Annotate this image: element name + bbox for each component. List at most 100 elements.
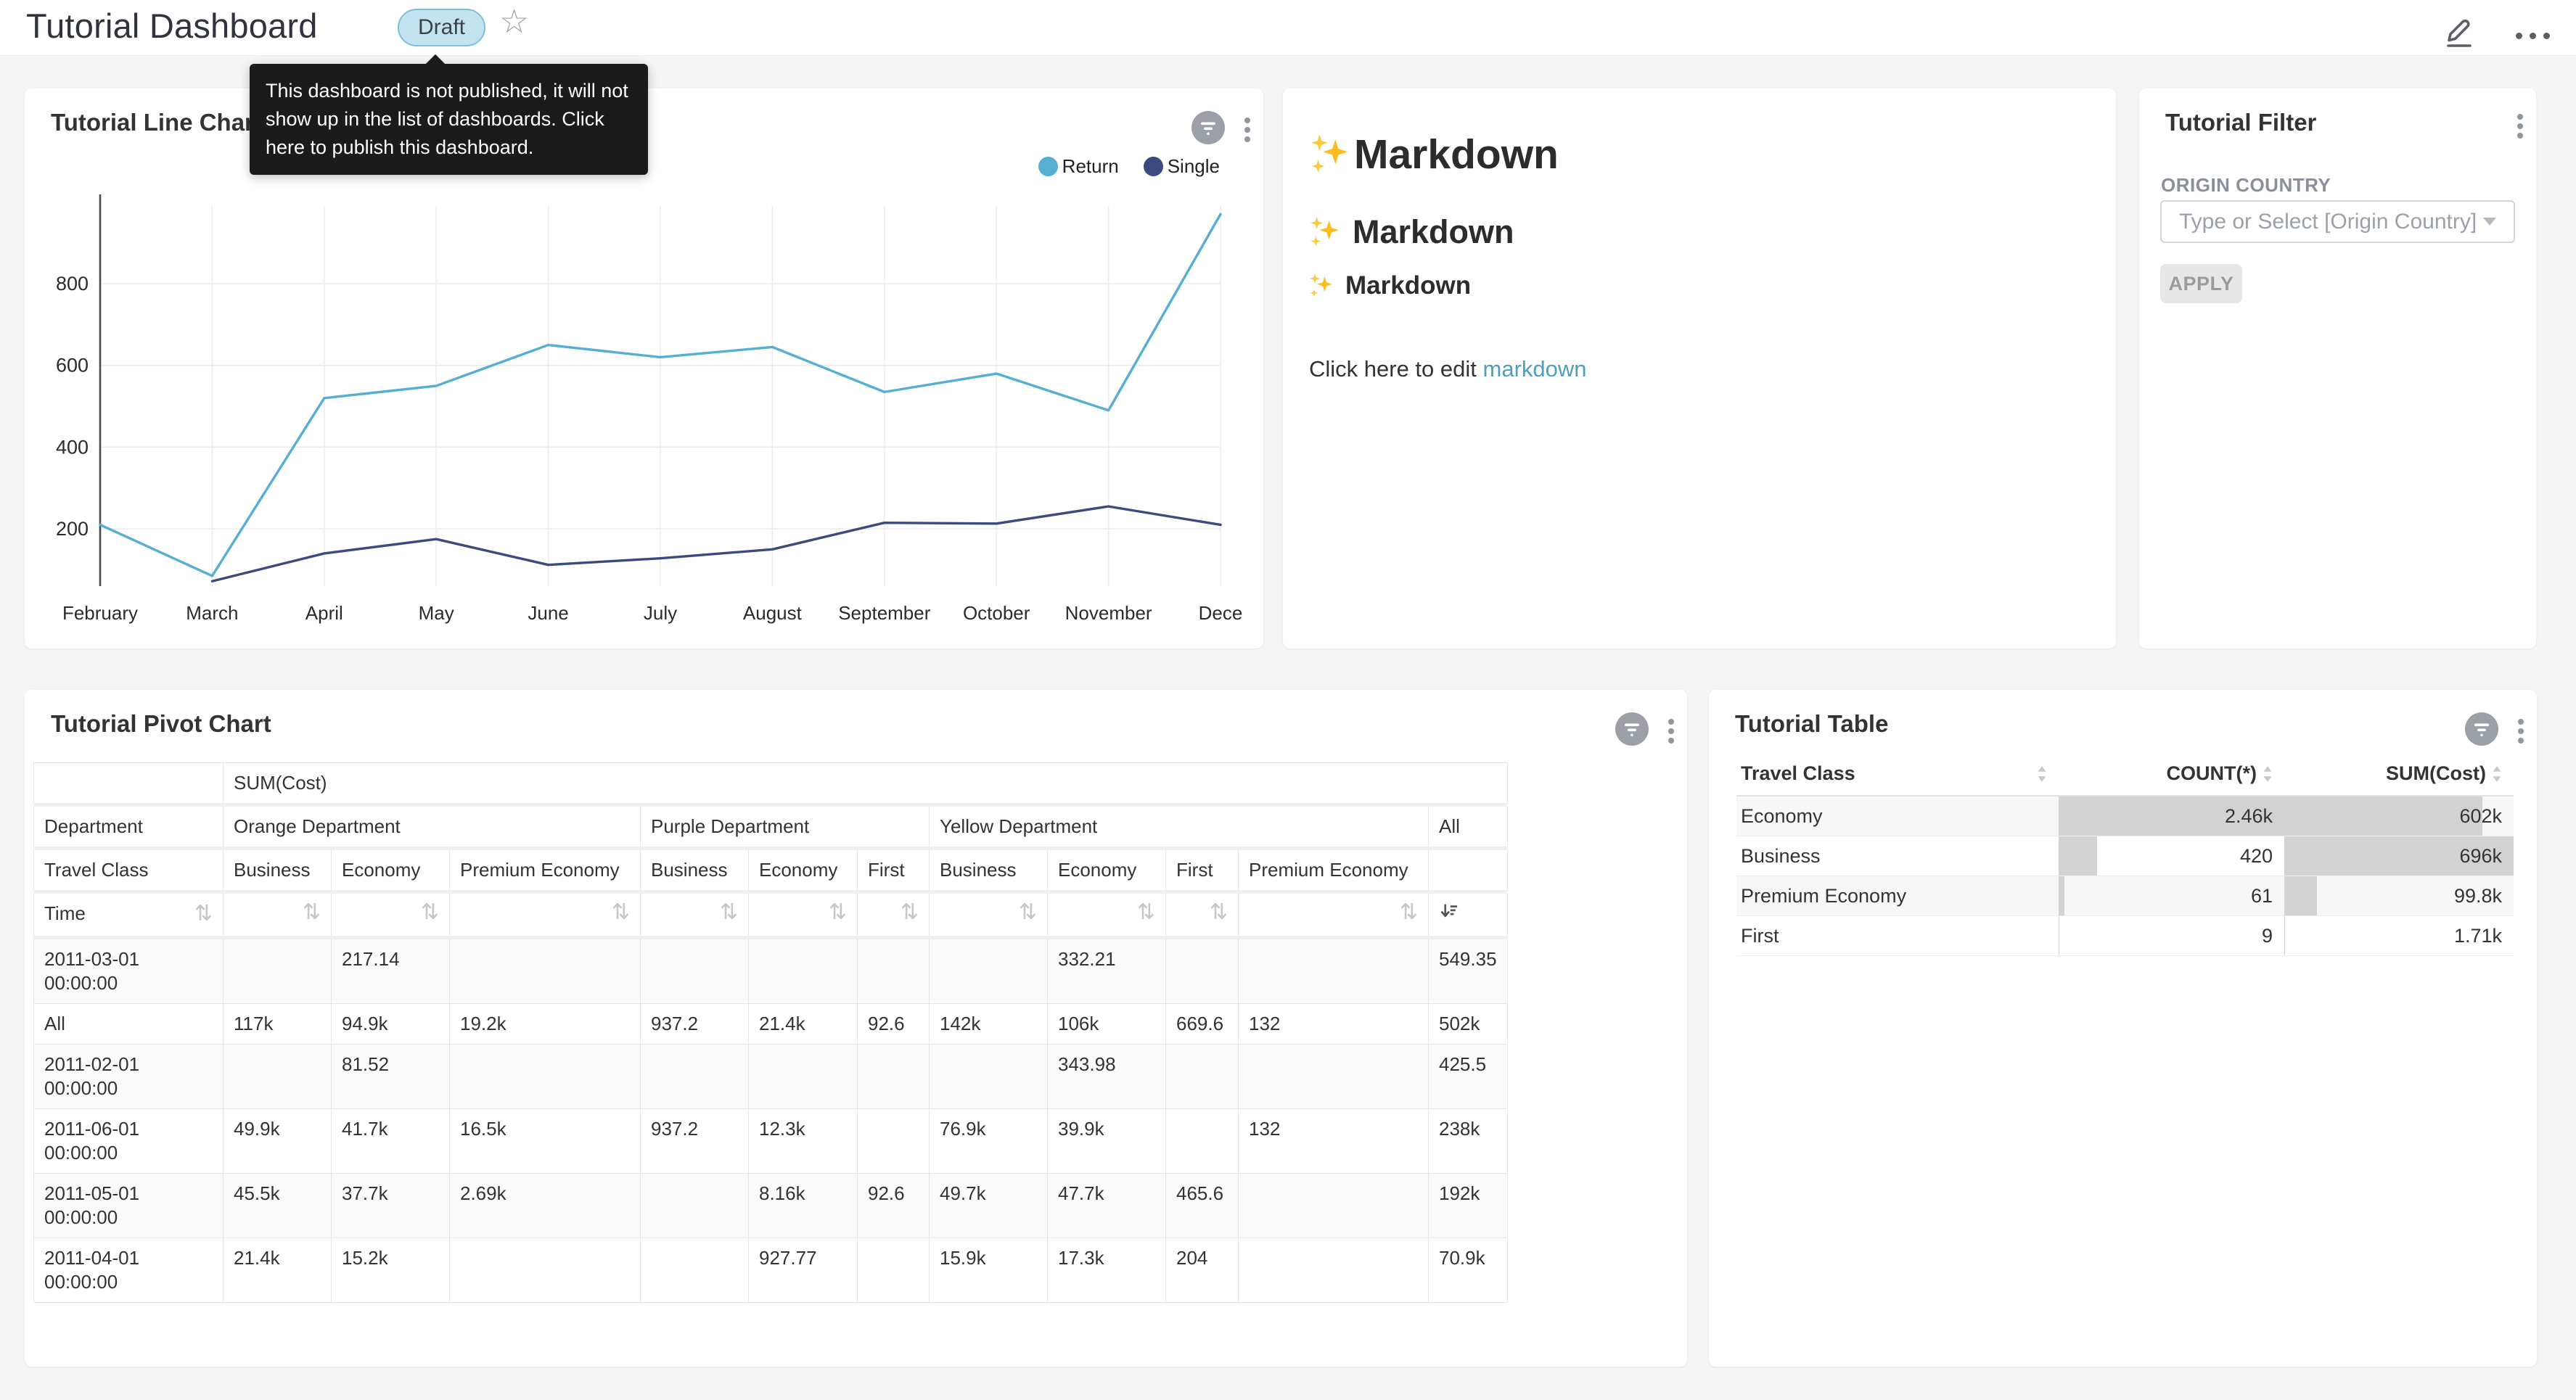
table-row: First 9 1.71k xyxy=(1736,915,2514,956)
tooltip-text: This dashboard is not published, it will… xyxy=(266,80,628,158)
apply-button[interactable]: APPLY xyxy=(2160,264,2242,303)
pivot-sort-header[interactable]: ⇅ xyxy=(929,892,1048,939)
pivot-cell: 217.14 xyxy=(331,937,450,1004)
pivot-sort-header[interactable]: ⇅ xyxy=(748,892,858,939)
legend-item-single[interactable]: Single xyxy=(1143,155,1220,178)
sort-icon[interactable]: ⇅ xyxy=(1136,900,1155,924)
pivot-cell xyxy=(640,1238,749,1303)
pivot-sort-header[interactable]: ⇅ xyxy=(449,892,641,939)
pivot-dim-label: Department xyxy=(33,804,223,850)
cell-value: Business xyxy=(1741,845,1821,867)
pivot-sort-header[interactable]: ⇅ xyxy=(223,892,332,939)
column-header-count[interactable]: COUNT(*) xyxy=(2059,752,2284,796)
pivot-cell xyxy=(857,1238,930,1303)
sort-icon[interactable]: ⇅ xyxy=(194,901,213,926)
filter-indicator-icon[interactable] xyxy=(1191,110,1226,149)
value-bar xyxy=(2059,796,2284,836)
kebab-menu-icon[interactable] xyxy=(2518,715,2524,747)
markdown-edit-link[interactable]: markdown xyxy=(1482,356,1587,382)
x-axis-label: July xyxy=(644,602,677,624)
sort-icon[interactable] xyxy=(2037,765,2047,783)
cell-sum: 99.8k xyxy=(2284,876,2514,916)
pivot-cell: 37.7k xyxy=(331,1173,450,1238)
sort-icon[interactable]: ⇅ xyxy=(1399,900,1418,924)
sort-icon[interactable] xyxy=(2263,765,2273,783)
filter-field-label: ORIGIN COUNTRY xyxy=(2161,174,2331,196)
kebab-menu-icon[interactable] xyxy=(1668,715,1674,747)
pivot-class-header: Economy xyxy=(1047,848,1166,894)
cell-travel-class: Business xyxy=(1736,836,2059,876)
sort-icon[interactable]: ⇅ xyxy=(1209,900,1228,924)
pivot-cell: 81.52 xyxy=(331,1044,450,1109)
sort-icon[interactable] xyxy=(2492,765,2502,783)
kebab-menu-icon[interactable] xyxy=(2517,110,2523,142)
cell-value: Economy xyxy=(1741,805,1823,827)
pivot-sort-header[interactable]: ⇅ xyxy=(857,892,930,939)
cell-value: 61 xyxy=(2250,885,2273,907)
value-bar xyxy=(2284,796,2483,836)
pivot-cell xyxy=(1238,937,1429,1004)
more-options-icon[interactable] xyxy=(2516,33,2550,39)
pivot-row: All 117k 94.9k 19.2k 937.2 21.4k 92.6 142k 106k 6… xyxy=(33,1003,1509,1045)
pivot-cell xyxy=(929,937,1048,1004)
sort-icon[interactable]: ⇅ xyxy=(611,900,630,924)
pivot-cell: 927.77 xyxy=(748,1238,858,1303)
y-axis-label: 400 xyxy=(56,436,89,458)
value-bar xyxy=(2059,836,2097,876)
pivot-cell: 12.3k xyxy=(748,1108,858,1174)
x-axis-label: February xyxy=(62,602,138,624)
markdown-heading-3-text: Markdown xyxy=(1345,271,1472,300)
pivot-class-header: Premium Economy xyxy=(1238,848,1429,894)
pivot-cell xyxy=(1238,1173,1429,1238)
pivot-class-header: Economy xyxy=(331,848,450,894)
pivot-cell: 17.3k xyxy=(1047,1238,1166,1303)
sort-icon[interactable]: ⇅ xyxy=(900,900,919,924)
pivot-sort-header[interactable]: ⇅ xyxy=(1238,892,1429,939)
markdown-heading-1: Markdown xyxy=(1308,131,1559,178)
sort-icon[interactable]: ⇅ xyxy=(302,900,321,924)
origin-country-select[interactable]: Type or Select [Origin Country] xyxy=(2160,200,2515,243)
sort-icon[interactable]: ⇅ xyxy=(420,900,439,924)
sort-icon[interactable]: ⇅ xyxy=(828,900,847,924)
pivot-time-header[interactable]: Time ⇅ xyxy=(33,892,223,939)
cell-value: 1.71k xyxy=(2453,925,2502,947)
cell-count: 2.46k xyxy=(2059,796,2284,836)
pivot-row: 2011-05-01 00:00:00 45.5k 37.7k 2.69k 8.16k 9… xyxy=(33,1173,1509,1238)
status-badge[interactable]: Draft xyxy=(398,9,486,46)
filter-indicator-icon[interactable] xyxy=(1615,712,1649,750)
sort-icon[interactable]: ⇅ xyxy=(1018,900,1037,924)
x-axis-label: November xyxy=(1065,602,1152,624)
pivot-sort-header[interactable]: ⇅ xyxy=(1047,892,1166,939)
panel-title: Tutorial Table xyxy=(1735,710,1889,737)
legend-item-return[interactable]: Return xyxy=(1038,155,1119,178)
column-header-sum[interactable]: SUM(Cost) xyxy=(2284,752,2514,796)
pivot-cell xyxy=(223,937,332,1004)
pivot-sort-header[interactable] xyxy=(1427,892,1509,939)
pivot-cell: 19.2k xyxy=(449,1003,641,1045)
sort-icon[interactable]: ⇅ xyxy=(719,900,738,924)
x-axis-label: August xyxy=(743,602,803,624)
sort-descending-icon[interactable] xyxy=(1439,902,1459,922)
y-axis-label: 600 xyxy=(56,355,89,376)
favorite-star-icon[interactable]: ☆ xyxy=(499,2,530,40)
cell-sum: 696k xyxy=(2284,836,2514,876)
pivot-cell: 106k xyxy=(1047,1003,1166,1045)
markdown-body-text: Click here to edit xyxy=(1309,356,1483,382)
column-header-travel-class[interactable]: Travel Class xyxy=(1736,752,2059,796)
line-chart[interactable]: February March April May June July August Septe… xyxy=(25,170,1263,648)
pivot-group-header: Purple Department xyxy=(640,804,930,850)
panel-tutorial-filter: Tutorial Filter ORIGIN COUNTRY Type or S… xyxy=(2139,88,2536,648)
pivot-metric-header: SUM(Cost) xyxy=(222,762,1509,807)
pivot-cell: 937.2 xyxy=(640,1003,749,1045)
kebab-menu-icon[interactable] xyxy=(1244,114,1250,146)
pivot-cell: 16.5k xyxy=(449,1108,641,1174)
pivot-cell: 343.98 xyxy=(1047,1044,1166,1109)
pivot-group-header: All xyxy=(1427,804,1509,850)
pivot-sort-header[interactable]: ⇅ xyxy=(1165,892,1239,939)
panel-title: Tutorial Filter xyxy=(2165,109,2317,136)
x-axis-label: May xyxy=(419,602,454,624)
filter-indicator-icon[interactable] xyxy=(2464,712,2499,750)
pivot-sort-header[interactable]: ⇅ xyxy=(640,892,749,939)
pivot-sort-header[interactable]: ⇅ xyxy=(331,892,450,939)
edit-dashboard-icon[interactable] xyxy=(2440,10,2478,52)
